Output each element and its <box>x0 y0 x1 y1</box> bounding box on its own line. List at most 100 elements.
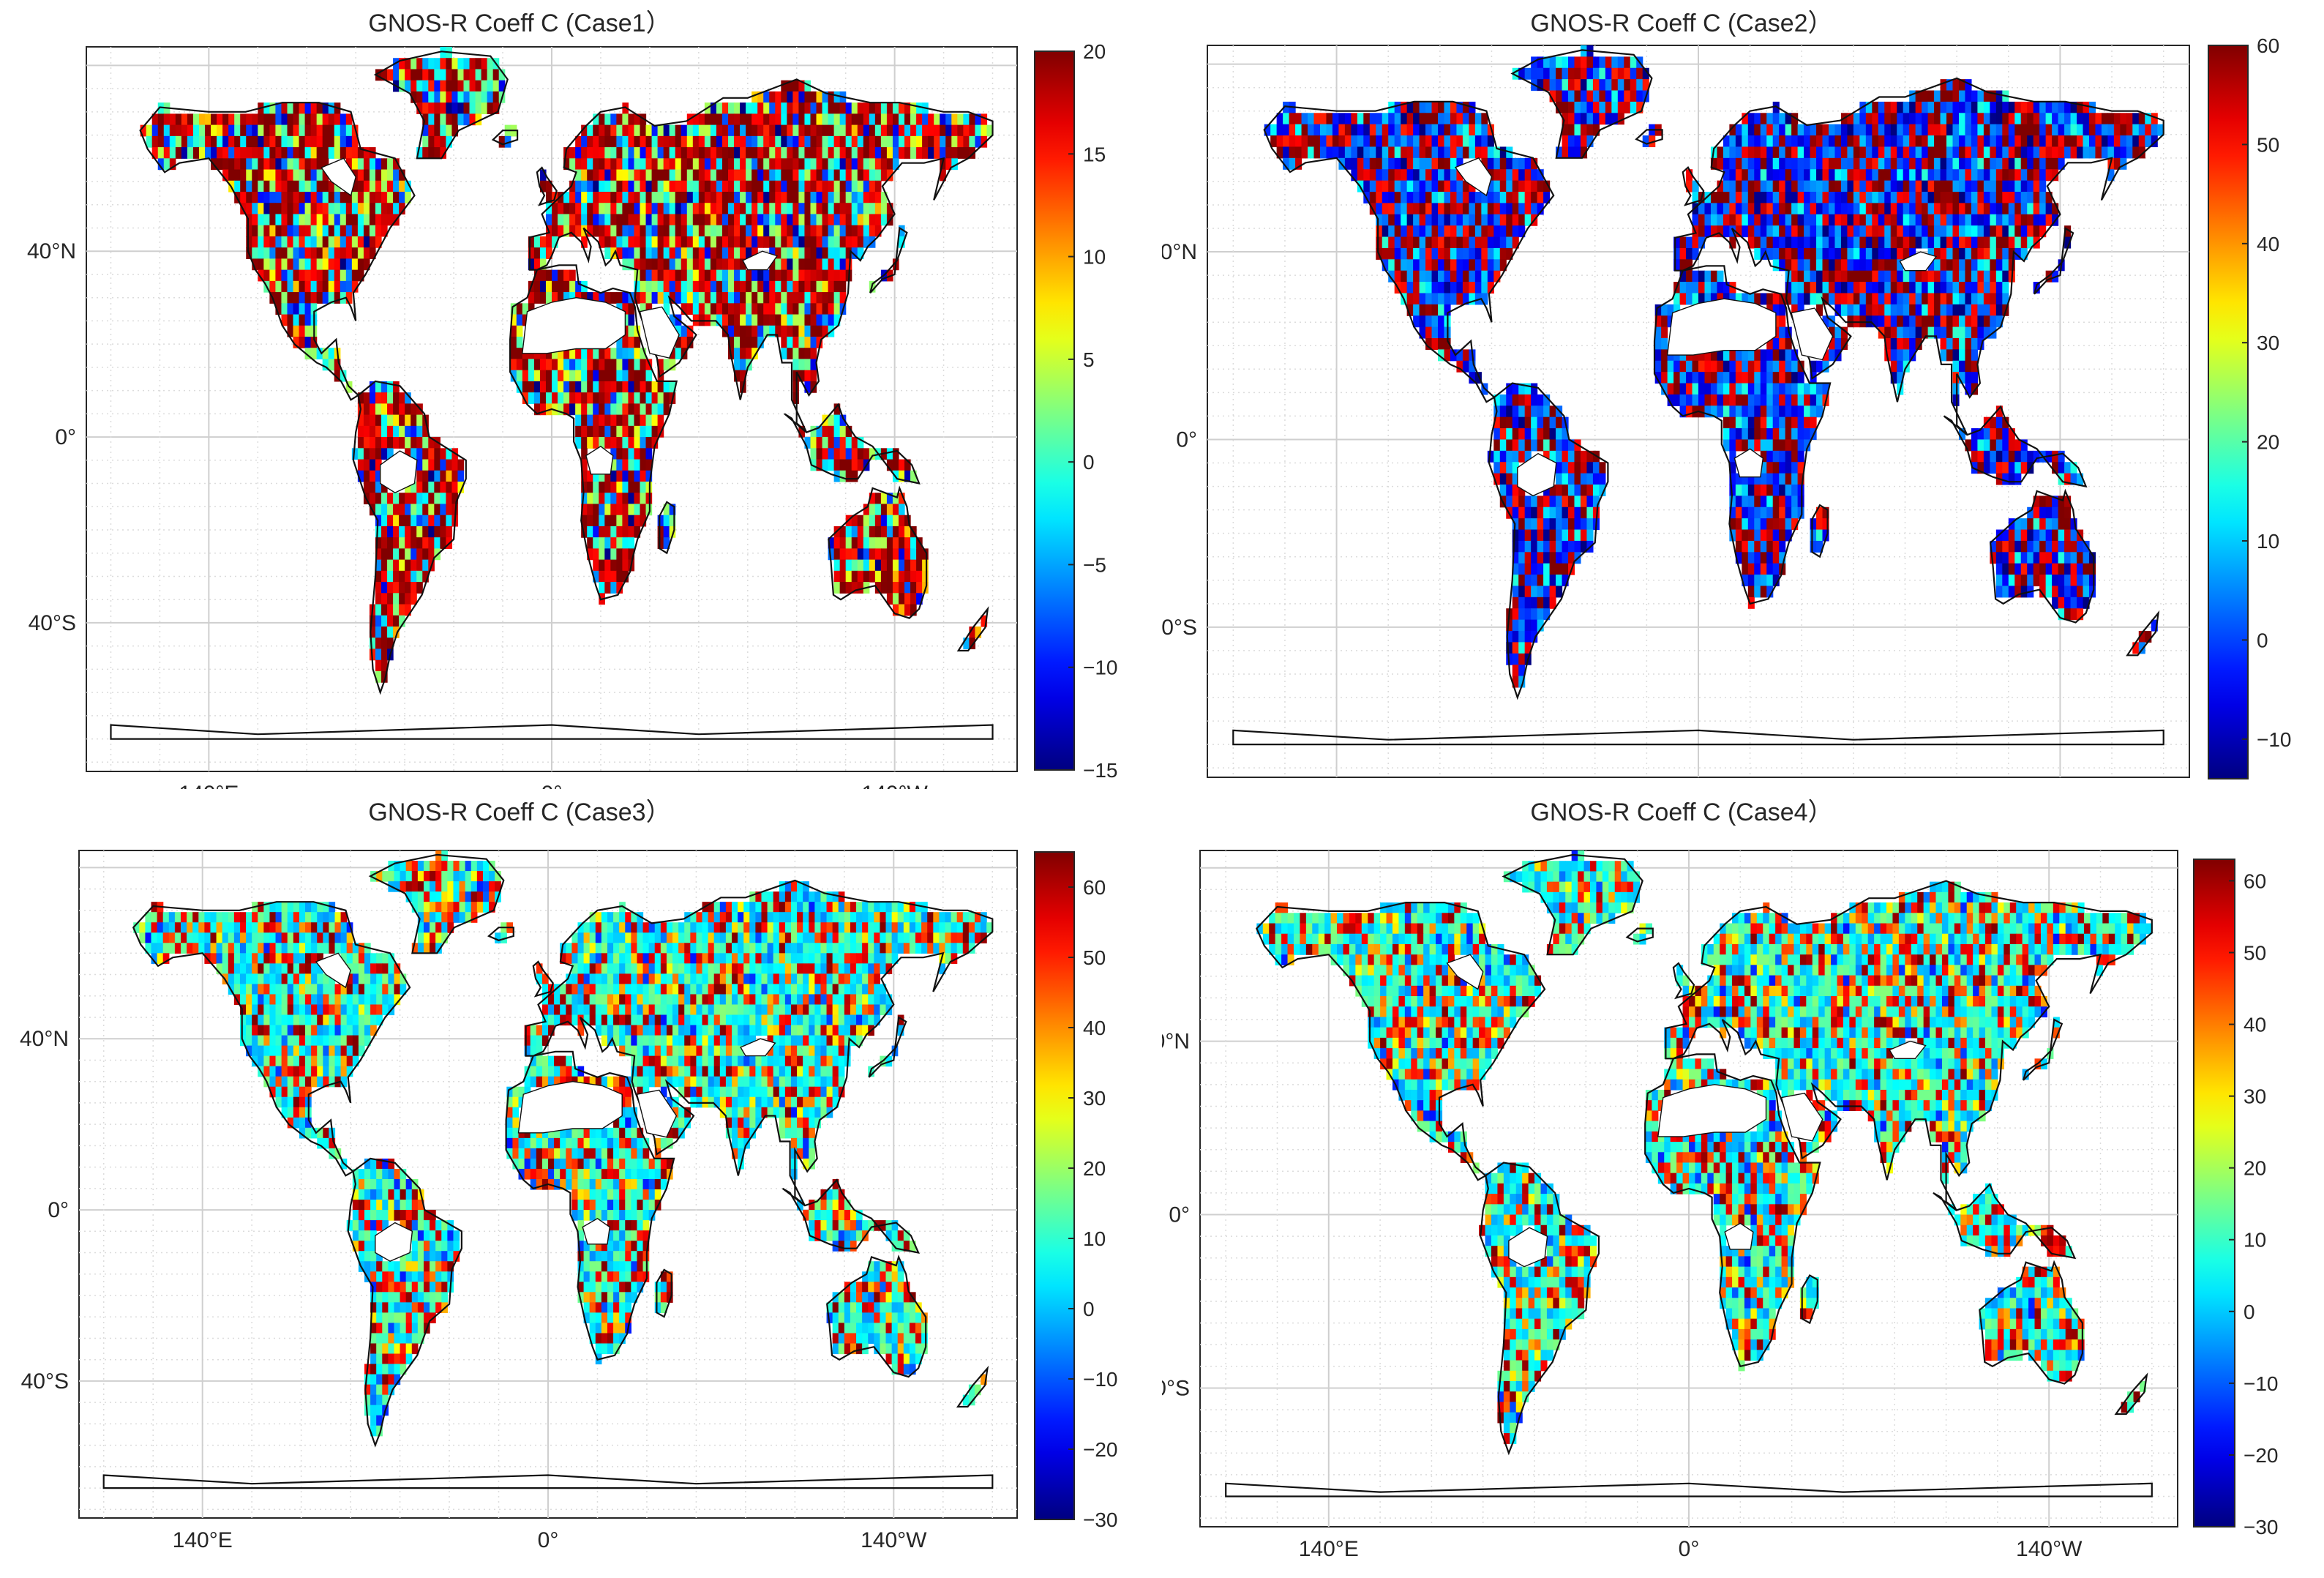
coastline-indonesia <box>1943 405 2088 488</box>
colorbar-tick-label: 0 <box>2257 629 2268 651</box>
coastline-north-america <box>1263 100 1555 403</box>
coastline-antarctica-edge <box>1225 1482 2153 1497</box>
coastline-australia <box>826 1254 927 1378</box>
coastline-greenland <box>368 853 505 954</box>
coastline-antarctica-edge <box>110 724 994 740</box>
nodata-hudson-bay <box>321 157 356 197</box>
coastline-japan <box>869 226 908 294</box>
colorbar-tick-label: 50 <box>1083 946 1106 969</box>
panel-title: GNOS-R Coeff C (Case4） <box>1530 799 1833 826</box>
nodata-sahara <box>517 1080 623 1134</box>
nodata-sahara <box>522 296 626 354</box>
coastline-africa <box>1653 265 1832 605</box>
coastline-madagascar <box>656 1268 672 1318</box>
lat-tick-label: 0° <box>48 1198 69 1222</box>
lat-tick-label: 40°N <box>1162 240 1197 264</box>
coastline-new-zealand <box>956 606 989 652</box>
colorbar-tick-label: 15 <box>1083 143 1106 165</box>
lon-tick-label: 140°E <box>1307 788 1367 789</box>
colorbar-tick-label: 50 <box>2244 941 2266 964</box>
colorbar-tick-label: 5 <box>1083 348 1095 371</box>
coastline-new-zealand <box>956 1365 989 1408</box>
coastline-greenland <box>1502 853 1643 956</box>
nodata-taklamakan <box>1889 1040 1927 1059</box>
colorbar <box>1034 51 1075 771</box>
lon-tick-label: 140°W <box>861 782 928 789</box>
panel-title: GNOS-R Coeff C (Case3） <box>368 799 671 826</box>
colorbar-tick-label: −5 <box>1083 553 1106 576</box>
nodata-congo <box>1733 448 1764 478</box>
lat-tick-label: 0° <box>1176 427 1197 452</box>
colorbar-tick-label: 60 <box>2257 34 2279 57</box>
lon-tick-label: 140°W <box>2016 1537 2083 1561</box>
coastline-north-america <box>139 102 416 401</box>
lat-tick-label: 40°N <box>20 1027 69 1051</box>
lat-tick-label: 0° <box>1169 1203 1190 1227</box>
nodata-taklamakan <box>742 250 779 271</box>
colorbar-tick-label: 20 <box>1083 1157 1106 1180</box>
coastline-eurasia <box>1674 77 2164 435</box>
lon-tick-label: 0° <box>541 782 563 789</box>
colorbar-tick-label: 10 <box>1083 246 1106 269</box>
coastline-africa <box>1644 1053 1821 1368</box>
lon-tick-label: 0° <box>1679 1537 1700 1561</box>
lat-tick-label: 40°S <box>29 611 76 635</box>
coastlines <box>1225 853 2153 1497</box>
nodata-amazon <box>1508 1227 1548 1268</box>
nodata-hudson-bay <box>1454 157 1493 197</box>
colorbar-tick-label: 10 <box>1083 1227 1106 1250</box>
coastline-greenland <box>1510 49 1653 159</box>
lon-tick-label: 140°E <box>173 1528 233 1552</box>
colorbar-tick-label: 30 <box>1083 1087 1106 1110</box>
coastline-iceland <box>487 927 514 941</box>
coastline-eurasia <box>528 78 994 433</box>
land-raster <box>1264 45 2164 688</box>
coastlines <box>110 51 994 740</box>
lon-tick-label: 140°E <box>179 782 239 789</box>
coastline-new-zealand <box>2114 1372 2148 1416</box>
nodata-hudson-bay <box>315 952 351 989</box>
coastline-uk <box>532 960 554 998</box>
coastline-eurasia <box>525 879 994 1207</box>
nodata-arabia <box>636 1089 678 1138</box>
colorbar-tick-label: 20 <box>2244 1157 2266 1180</box>
lon-tick-label: 0° <box>1688 788 1709 789</box>
colorbar-tick-label: −10 <box>2257 728 2292 751</box>
coastline-uk <box>1672 962 1695 1000</box>
lon-tick-label: 140°W <box>2027 788 2094 789</box>
coastline-indonesia <box>784 403 921 485</box>
coastline-africa <box>509 264 678 601</box>
nodata-congo <box>585 445 614 475</box>
colorbar-tick-label: 40 <box>2244 1014 2266 1036</box>
colorbar <box>2193 859 2235 1527</box>
colorbar-tick-label: 20 <box>2257 431 2279 454</box>
coastline-africa <box>505 1050 675 1361</box>
coastline-south-america <box>1488 382 1609 700</box>
lat-tick-label: 40°N <box>1162 1030 1190 1054</box>
coastline-madagascar <box>659 501 675 555</box>
nodata-congo <box>582 1217 611 1245</box>
coastline-north-america <box>1255 902 1546 1181</box>
coastline-antarctica-edge <box>1232 729 2164 746</box>
nodata-amazon <box>375 1222 413 1262</box>
colorbar-tick-label: 30 <box>2244 1085 2266 1108</box>
colorbar-tick-label: 10 <box>2244 1229 2266 1252</box>
coastline-south-america <box>1480 1162 1600 1456</box>
lat-tick-label: 40°S <box>1162 616 1197 640</box>
land-raster <box>140 47 994 683</box>
coastline-new-zealand <box>2126 610 2160 657</box>
colorbar-tick-label: −10 <box>1083 657 1118 679</box>
map-axes: 40°N 0° 40°S 140°E 0° 140°W 60 50 40 30 20 10 0 −10 <box>1162 34 2292 789</box>
colorbar-tick-label: −10 <box>2244 1372 2279 1395</box>
coastline-japan <box>2023 1018 2064 1081</box>
lat-tick-label: 40°N <box>27 239 76 263</box>
coastline-australia <box>828 485 928 619</box>
map-panel-case3: GNOS-R Coeff C (Case3） 40°N 0° 40°S 140°E 0°… <box>0 789 1162 1578</box>
map-panel-case1: GNOS-R Coeff C (Case1） 40°N 0° 40°S 140°E 0°… <box>0 0 1162 789</box>
lat-tick-label: 0° <box>55 425 76 449</box>
coastline-iceland <box>1625 927 1654 943</box>
colorbar-tick-label: −10 <box>1083 1368 1118 1391</box>
colorbar-tick-label: −20 <box>2244 1444 2279 1467</box>
coastline-eurasia <box>1665 880 2153 1211</box>
coastline-iceland <box>491 130 519 146</box>
